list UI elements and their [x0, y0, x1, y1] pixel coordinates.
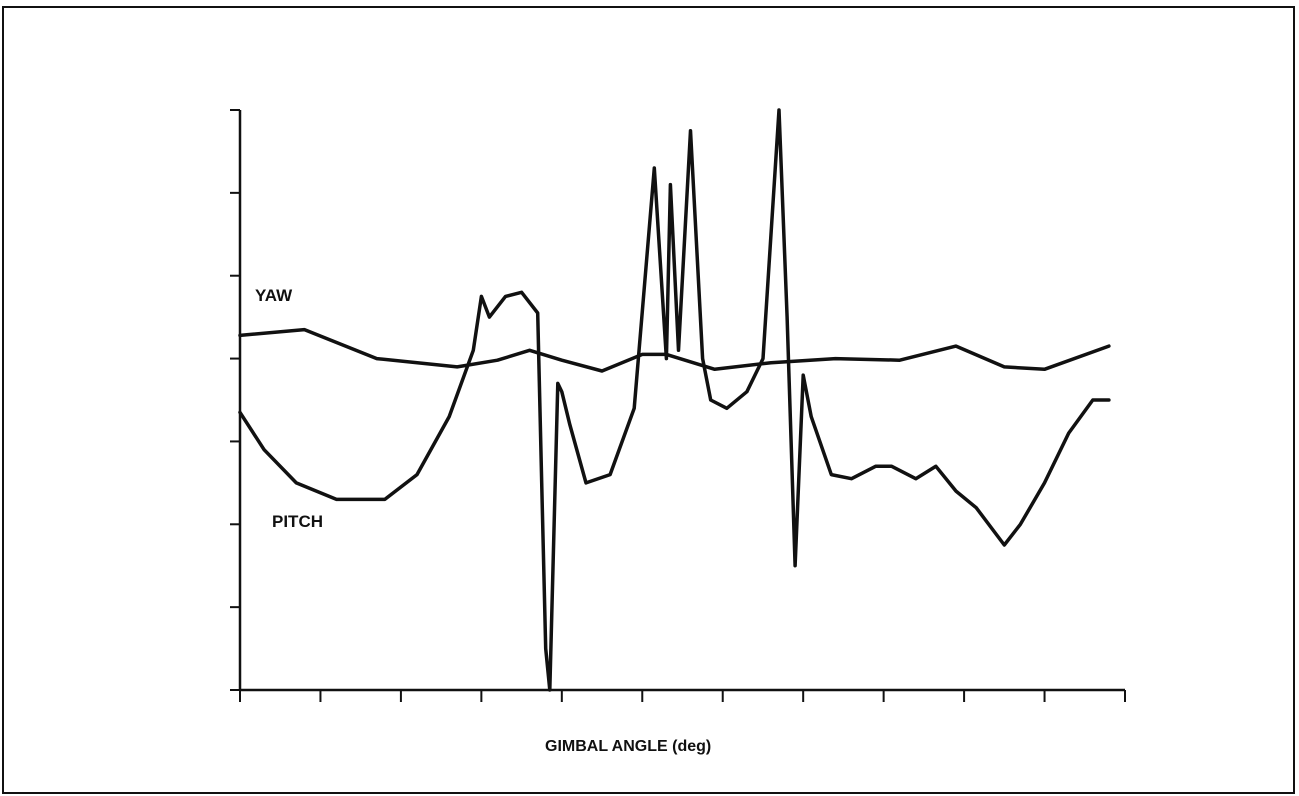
series-line-yaw: [238, 327, 1111, 373]
series-label-pitch: PITCH: [272, 512, 323, 531]
series-labels: YAW PITCH: [255, 286, 323, 531]
series-label-yaw: YAW: [255, 286, 293, 305]
series-lines: [238, 108, 1111, 692]
series-line-pitch: [238, 108, 1111, 692]
figure-frame: [2, 6, 1295, 794]
axes: [230, 109, 1126, 702]
x-axis-label: GIMBAL ANGLE (deg): [545, 738, 711, 755]
